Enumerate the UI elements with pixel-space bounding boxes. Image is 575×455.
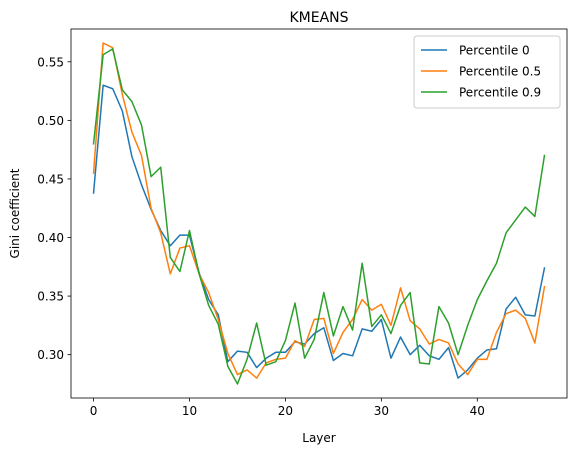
legend-label-1: Percentile 0.5 (459, 65, 541, 79)
plot-frame (70, 28, 568, 399)
series-layer (92, 42, 546, 385)
x-tick-label: 0 (90, 404, 98, 418)
y-tick-label: 0.50 (37, 114, 64, 128)
legend-label-2: Percentile 0.9 (459, 86, 541, 100)
x-tick-label: 40 (470, 404, 485, 418)
legend-box (413, 35, 561, 109)
y-tick-label: 0.35 (37, 290, 64, 304)
x-tick-label: 20 (278, 404, 293, 418)
x-axis-label: Layer (302, 431, 336, 445)
x-tick-label: 30 (374, 404, 389, 418)
legend: Percentile 0 Percentile 0.5 Percentile 0.9 (413, 35, 561, 109)
y-axis-label: Gini coefficient (8, 168, 22, 258)
y-tick-label: 0.45 (37, 172, 64, 186)
axis-ticks: 0 10 20 30 40 0.30 0.35 0.40 0.45 0.50 0.55 (37, 55, 485, 418)
series-line-2 (92, 48, 546, 385)
y-tick-label: 0.40 (37, 231, 64, 245)
y-tick-label: 0.55 (37, 55, 64, 69)
y-tick-label: 0.30 (37, 348, 64, 362)
legend-label-0: Percentile 0 (459, 44, 530, 58)
chart-title: KMEANS (289, 10, 348, 26)
x-tick-label: 10 (182, 404, 197, 418)
